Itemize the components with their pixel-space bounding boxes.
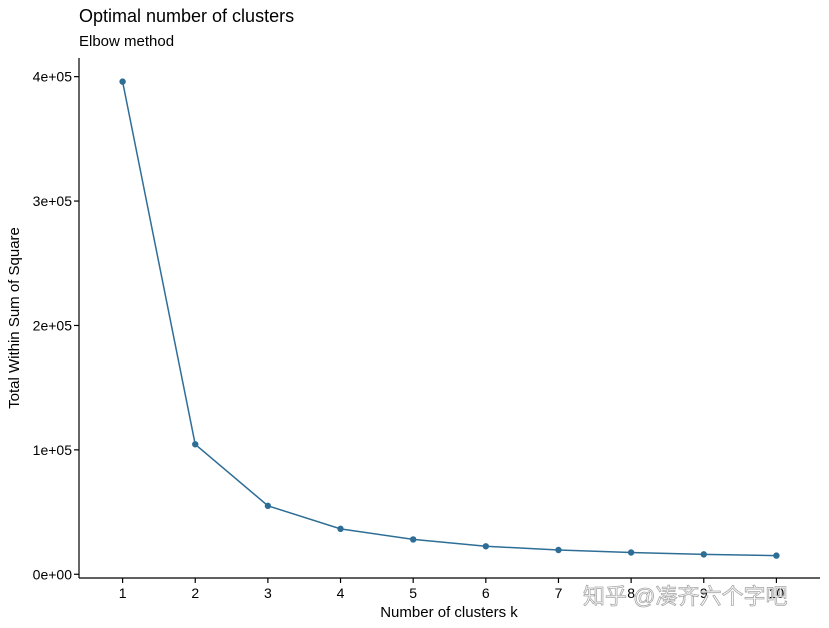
- x-tick-label: 3: [264, 585, 272, 601]
- x-tick-label: 8: [627, 585, 635, 601]
- y-tick-label: 3e+05: [33, 193, 73, 209]
- watermark: 知乎 @凑齐六个字吧: [583, 584, 787, 609]
- data-point: [773, 552, 780, 559]
- data-point: [119, 78, 126, 85]
- y-axis-title: Total Within Sum of Square: [6, 227, 23, 409]
- data-point: [264, 502, 272, 510]
- x-tick-label: 1: [119, 585, 127, 601]
- y-tick-label: 0e+00: [33, 566, 73, 582]
- x-tick-label: 9: [700, 585, 708, 601]
- x-tick-label: 7: [555, 585, 563, 601]
- series-elbow: [119, 78, 780, 559]
- x-ticks: 1 2 3 4 5 6 7 8 9 10: [119, 578, 785, 601]
- y-tick-label: 1e+05: [33, 442, 73, 458]
- chart-title: Optimal number of clusters: [79, 6, 294, 26]
- x-tick-label: 10: [769, 585, 785, 601]
- series-line: [121, 81, 777, 557]
- y-tick-label: 4e+05: [33, 69, 73, 85]
- data-point: [627, 549, 635, 556]
- x-tick-label: 5: [409, 585, 417, 601]
- axes: [78, 58, 820, 579]
- data-point: [409, 536, 417, 543]
- x-tick-label: 4: [337, 585, 345, 601]
- data-point: [192, 441, 199, 448]
- chart-subtitle: Elbow method: [79, 33, 174, 50]
- x-axis-title: Number of clusters k: [380, 604, 518, 621]
- data-point: [555, 546, 562, 554]
- data-point: [482, 543, 490, 550]
- x-tick-label: 2: [191, 585, 199, 601]
- data-point: [700, 551, 707, 558]
- x-tick-label: 6: [482, 585, 490, 601]
- y-tick-label: 2e+05: [33, 317, 73, 333]
- y-ticks: 0e+00 1e+05 2e+05 3e+05 4e+05: [33, 69, 79, 582]
- data-point: [337, 525, 344, 533]
